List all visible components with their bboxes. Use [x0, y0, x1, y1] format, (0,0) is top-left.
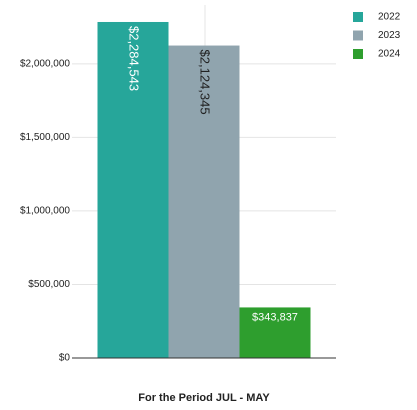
y-tick-label: $500,000: [28, 279, 70, 290]
y-tick-label: $1,000,000: [20, 206, 70, 217]
legend-swatch: [353, 49, 363, 59]
legend-label: 2023: [378, 30, 401, 41]
legend-label: 2024: [378, 49, 401, 60]
bar: [168, 45, 240, 359]
legend-label: 2022: [378, 12, 401, 23]
x-axis-label: For the Period JUL - MAY: [138, 392, 270, 404]
legend-swatch: [353, 12, 363, 22]
bar: [239, 307, 311, 358]
bar: [97, 21, 169, 358]
y-tick-label: $0: [59, 353, 71, 364]
value-label: $343,837: [252, 311, 298, 323]
legend-swatch: [353, 30, 363, 41]
value-label: $2,284,543: [127, 26, 142, 91]
y-tick-label: $2,000,000: [20, 58, 70, 69]
value-label: $2,124,345: [198, 50, 213, 115]
y-tick-label: $1,500,000: [20, 132, 70, 143]
